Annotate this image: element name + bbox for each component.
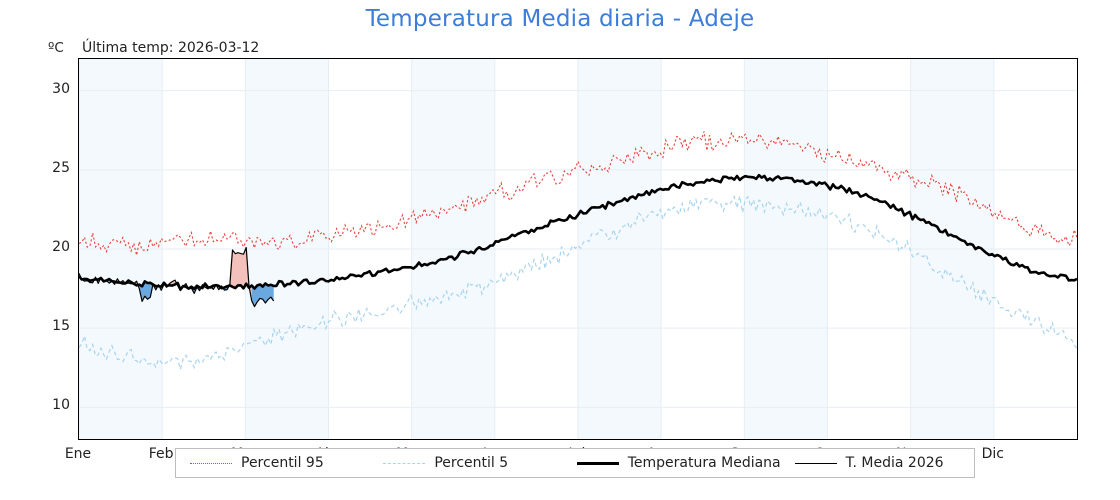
chart-svg	[79, 59, 1077, 439]
y-axis-unit-label: ºC	[48, 40, 64, 56]
y-axis-tick: 20	[52, 239, 70, 255]
chart-plot-area	[78, 58, 1078, 440]
y-axis-tick: 30	[52, 80, 70, 97]
legend-swatch-percentil-95	[190, 462, 232, 464]
series-percentil-95	[79, 131, 1077, 256]
legend-item-percentil-95: Percentil 95	[176, 455, 369, 471]
y-axis-tick: 10	[52, 397, 70, 414]
last-temp-annotation: Última temp: 2026-03-12	[82, 40, 260, 56]
series-temperatura-mediana	[79, 173, 1077, 291]
page-title: Temperatura Media diaria - Adeje	[365, 6, 755, 32]
chart-legend: Percentil 95 Percentil 5 Temperatura Med…	[175, 448, 975, 478]
legend-label-percentil-5: Percentil 5	[434, 455, 509, 471]
legend-swatch-t-media-2026	[794, 462, 837, 464]
legend-item-t-media-2026: T. Media 2026	[781, 455, 974, 471]
legend-item-temperatura-mediana: Temperatura Mediana	[563, 455, 781, 471]
legend-label-t-media-2026: T. Media 2026	[845, 455, 944, 471]
legend-swatch-percentil-5	[383, 462, 426, 464]
legend-label-percentil-95: Percentil 95	[241, 455, 324, 471]
series-t-media-2026	[79, 246, 275, 308]
x-axis-tick: Feb	[148, 446, 174, 462]
x-axis-tick: Dic	[981, 446, 1005, 462]
legend-swatch-temperatura-mediana	[576, 461, 619, 465]
y-axis-tick: 25	[52, 159, 70, 176]
legend-label-temperatura-mediana: Temperatura Mediana	[627, 455, 781, 471]
legend-item-percentil-5: Percentil 5	[369, 455, 562, 471]
x-axis-tick: Ene	[64, 446, 92, 462]
y-axis-tick: 15	[52, 318, 70, 335]
